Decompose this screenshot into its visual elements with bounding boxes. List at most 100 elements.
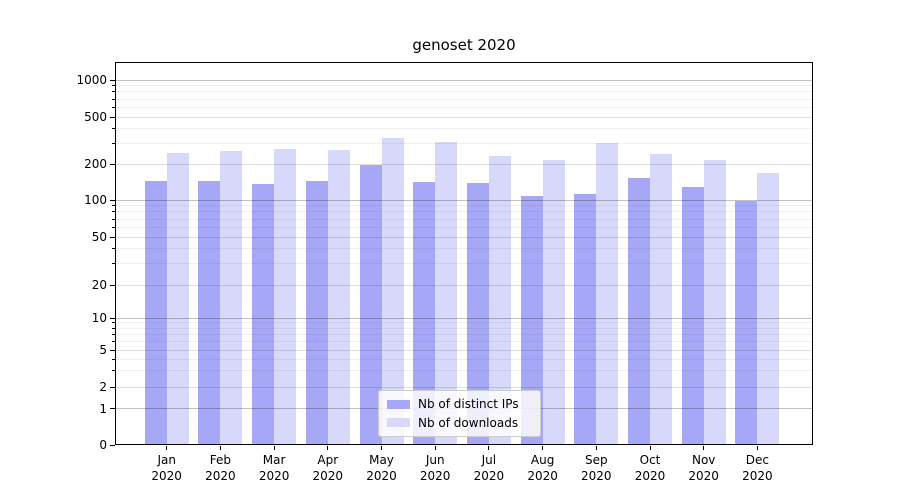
y-minor-tick xyxy=(112,341,115,343)
y-tick-label-5: 5 xyxy=(99,343,107,357)
bar-downloads-jul xyxy=(488,156,511,445)
legend-item-distinct-ips: Nb of distinct IPs xyxy=(387,397,532,411)
x-tick-month: Mar xyxy=(262,453,286,467)
x-tick-jan xyxy=(166,446,168,450)
gridline-minor xyxy=(116,333,812,335)
legend-label-distinct-ips: Nb of distinct IPs xyxy=(418,397,519,412)
bar-downloads-oct xyxy=(650,154,672,445)
x-tick-month: Oct xyxy=(639,453,661,467)
x-tick-year: 2020 xyxy=(742,469,773,483)
x-tick-sep xyxy=(595,446,597,450)
x-tick-label-apr: Apr 2020 xyxy=(300,452,356,484)
gridline-200 xyxy=(116,163,812,165)
y-tick-label-1: 1 xyxy=(99,401,107,416)
y-tick-label-100: 100 xyxy=(84,193,107,207)
gridline-minor xyxy=(116,226,812,228)
x-tick-label-sep: Sep 2020 xyxy=(568,452,624,484)
legend-label-downloads: Nb of downloads xyxy=(418,415,519,430)
bar-downloads-nov xyxy=(703,160,726,445)
gridline-100 xyxy=(116,199,812,201)
bar-distinct-ips-jul xyxy=(466,182,489,445)
y-minor-tick xyxy=(112,85,115,87)
chart-title: genoset 2020 xyxy=(412,36,516,54)
x-tick-mar xyxy=(273,446,275,450)
x-tick-year: 2020 xyxy=(151,469,182,483)
x-tick-nov xyxy=(703,446,705,450)
bar-downloads-apr xyxy=(327,150,350,445)
y-minor-tick xyxy=(112,91,115,93)
bar-distinct-ips-jan xyxy=(144,181,167,445)
gridline-20 xyxy=(116,284,812,286)
x-tick-month: Nov xyxy=(691,453,716,467)
y-tick-label-200: 200 xyxy=(84,157,107,171)
x-tick-year: 2020 xyxy=(473,469,505,483)
x-tick-label-oct: Oct 2020 xyxy=(622,452,678,484)
x-tick-aug xyxy=(542,446,544,450)
gridline-minor xyxy=(116,248,812,250)
y-tick-label-0: 0 xyxy=(99,438,107,452)
x-tick-year: 2020 xyxy=(312,469,344,483)
gridline-minor xyxy=(116,211,812,213)
y-minor-tick xyxy=(112,327,115,329)
x-tick-oct xyxy=(649,446,651,450)
x-tick-label-jun: Jun 2020 xyxy=(407,452,463,484)
bar-distinct-ips-sep xyxy=(574,194,597,445)
gridline-minor xyxy=(116,358,812,360)
x-tick-feb xyxy=(219,446,221,450)
bar-distinct-ips-oct xyxy=(628,178,650,445)
y-tick-label-500: 500 xyxy=(84,110,107,124)
bar-downloads-mar xyxy=(274,149,297,445)
legend: Nb of distinct IPs Nb of downloads xyxy=(378,390,541,437)
x-tick-month: Jul xyxy=(481,453,497,467)
gridline-minor xyxy=(116,91,812,93)
x-tick-label-jul: Jul 2020 xyxy=(461,452,517,484)
bar-downloads-feb xyxy=(220,151,243,445)
y-tick-20 xyxy=(110,284,115,286)
y-minor-tick xyxy=(112,358,115,360)
y-tick-100 xyxy=(110,199,115,201)
y-tick-200 xyxy=(110,163,115,165)
x-tick-jul xyxy=(488,446,490,450)
y-minor-tick xyxy=(112,218,115,220)
x-tick-month: Feb xyxy=(209,453,232,467)
y-tick-label-20: 20 xyxy=(91,278,107,292)
legend-item-downloads: Nb of downloads xyxy=(387,416,532,430)
x-tick-month: Aug xyxy=(530,453,555,467)
gridline-50 xyxy=(116,236,812,238)
x-tick-month: Apr xyxy=(317,453,339,467)
bar-distinct-ips-feb xyxy=(198,181,221,445)
y-minor-tick xyxy=(112,226,115,228)
legend-swatch-distinct-ips xyxy=(387,399,410,409)
bar-distinct-ips-mar xyxy=(252,183,275,445)
y-tick-1000 xyxy=(110,79,115,81)
x-tick-year: 2020 xyxy=(205,469,236,483)
gridline-minor xyxy=(116,85,812,87)
gridline-minor xyxy=(116,142,812,144)
y-tick-label-1000: 1000 xyxy=(76,73,107,87)
y-minor-tick xyxy=(112,370,115,372)
y-minor-tick xyxy=(112,333,115,335)
y-tick-label-10: 10 xyxy=(91,311,107,325)
gridline-5 xyxy=(116,349,812,351)
bar-downloads-dec xyxy=(757,173,780,445)
y-minor-tick xyxy=(112,106,115,108)
x-tick-dec xyxy=(756,446,758,450)
bar-distinct-ips-apr xyxy=(305,180,328,445)
legend-swatch-downloads xyxy=(387,418,410,428)
bar-distinct-ips-may xyxy=(359,165,382,445)
x-tick-label-aug: Aug 2020 xyxy=(515,452,571,484)
x-tick-may xyxy=(381,446,382,450)
gridline-minor xyxy=(116,327,812,329)
gridline-2 xyxy=(116,386,812,388)
x-tick-year: 2020 xyxy=(258,469,290,483)
y-minor-tick xyxy=(112,211,115,213)
gridline-minor xyxy=(116,127,812,129)
y-tick-0 xyxy=(110,444,115,446)
x-tick-year: 2020 xyxy=(366,469,397,483)
y-minor-tick xyxy=(112,205,115,207)
x-tick-year: 2020 xyxy=(581,469,612,483)
y-tick-1 xyxy=(110,408,115,409)
gridline-1000 xyxy=(116,79,812,81)
y-tick-5 xyxy=(110,349,115,351)
